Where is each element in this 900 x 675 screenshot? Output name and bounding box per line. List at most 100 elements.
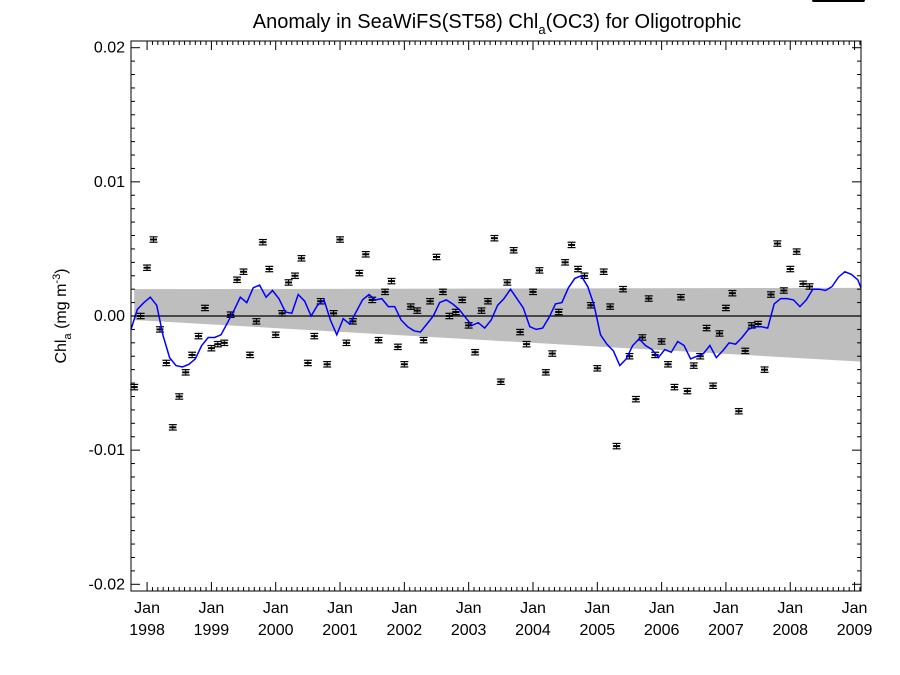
anomaly-marker [670, 386, 678, 389]
anomaly-marker [201, 306, 209, 309]
x-tick-label-month: Jan [649, 600, 675, 617]
anomaly-point [728, 289, 737, 297]
anomaly-marker [580, 274, 588, 277]
anomaly-point [381, 288, 390, 296]
anomaly-marker [722, 306, 730, 309]
anomaly-point [136, 312, 145, 320]
anomaly-marker [799, 282, 807, 285]
anomaly-point [220, 339, 229, 347]
anomaly-marker [503, 281, 511, 284]
anomaly-marker [375, 339, 383, 342]
anomaly-marker [593, 367, 601, 370]
anomaly-point [554, 308, 563, 316]
anomaly-point [181, 369, 190, 376]
anomaly-point [844, 0, 853, 2]
anomaly-point [664, 361, 673, 368]
y-axis-label-close: ) [53, 268, 70, 273]
y-tick-label: -0.01 [89, 442, 126, 459]
anomaly-marker [130, 386, 138, 389]
x-tick-label-month: Jan [327, 600, 353, 617]
anomaly-point [709, 382, 718, 390]
anomaly-point [393, 343, 402, 351]
anomaly-point [509, 246, 518, 254]
anomaly-marker [445, 315, 453, 317]
anomaly-marker [220, 341, 228, 344]
chart-title-rest: (OC3) for Oligotrophic [546, 11, 742, 33]
anomaly-marker [600, 270, 608, 273]
anomaly-point [477, 307, 486, 314]
anomaly-marker [632, 398, 640, 401]
anomaly-marker [651, 353, 659, 356]
anomaly-marker [812, 0, 820, 2]
anomaly-point [297, 255, 306, 262]
anomaly-point [676, 293, 685, 301]
anomaly-marker [844, 0, 852, 2]
anomaly-marker [368, 298, 376, 301]
anomaly-point [213, 340, 222, 348]
anomaly-marker [510, 249, 518, 252]
x-tick-label-month: Jan [584, 600, 610, 617]
anomaly-point [471, 348, 480, 356]
x-tick-label-month: Jan [842, 600, 868, 617]
anomaly-marker [825, 0, 833, 2]
x-tick-label-year: 2002 [387, 622, 423, 639]
anomaly-point [612, 442, 621, 450]
chart-title-main: Anomaly in SeaWiFS(ST58) Chl [253, 11, 539, 33]
anomaly-marker [683, 390, 691, 393]
x-tick-label-year: 2006 [644, 622, 680, 639]
anomaly-marker [793, 250, 801, 253]
anomaly-point [734, 407, 743, 415]
anomaly-marker [606, 305, 614, 308]
x-tick-label-month: Jan [263, 600, 289, 617]
anomaly-point [548, 350, 557, 357]
anomaly-marker [471, 351, 479, 354]
anomaly-point [419, 336, 428, 344]
anomaly-marker [304, 361, 312, 364]
anomaly-point [593, 365, 602, 372]
anomaly-point [567, 241, 576, 249]
anomaly-point [857, 0, 865, 2]
anomaly-point [143, 264, 152, 271]
anomaly-marker [780, 289, 788, 292]
anomaly-marker [349, 320, 357, 323]
anomaly-marker [426, 300, 434, 303]
anomaly-marker [761, 368, 769, 371]
anomaly-point [355, 269, 364, 277]
anomaly-point [265, 265, 274, 273]
anomaly-marker [664, 363, 672, 366]
x-tick-label-year: 2005 [580, 622, 616, 639]
anomaly-marker [741, 349, 749, 352]
anomaly-marker [574, 268, 582, 271]
anomaly-marker [439, 290, 447, 293]
y-axis-label-units: (mg m [53, 284, 70, 334]
x-tick-label-year: 1998 [129, 622, 165, 639]
anomaly-point [130, 383, 139, 391]
y-tick-label: 0.02 [94, 40, 125, 57]
labels: Anomaly in SeaWiFS(ST58) Chla(OC3) for O… [51, 11, 872, 639]
x-tick-label-year: 2003 [451, 622, 487, 639]
x-tick-label-year: 2001 [322, 622, 358, 639]
chart-title: Anomaly in SeaWiFS(ST58) Chla(OC3) for O… [253, 11, 742, 37]
x-tick-label-month: Jan [456, 600, 482, 617]
anomaly-point [496, 378, 505, 386]
anomaly-marker [587, 304, 595, 307]
anomaly-marker [619, 288, 627, 291]
y-axis-label-sup: -3 [51, 274, 63, 284]
axes [130, 40, 862, 592]
anomaly-marker [529, 290, 537, 293]
anomaly-point [233, 276, 242, 284]
anomaly-marker [690, 364, 698, 367]
anomaly-point [792, 248, 801, 255]
anomaly-marker [754, 323, 762, 326]
anomaly-marker [150, 238, 158, 241]
anomaly-marker [786, 268, 794, 271]
anomaly-marker [188, 353, 196, 356]
monthly-anomaly-points [130, 0, 865, 450]
anomaly-point [561, 259, 570, 266]
anomaly-marker [696, 355, 704, 358]
anomaly-marker [137, 315, 145, 317]
anomaly-point [528, 288, 537, 296]
anomaly-marker [265, 268, 273, 271]
anomaly-marker [214, 343, 222, 346]
anomaly-point [516, 328, 525, 336]
